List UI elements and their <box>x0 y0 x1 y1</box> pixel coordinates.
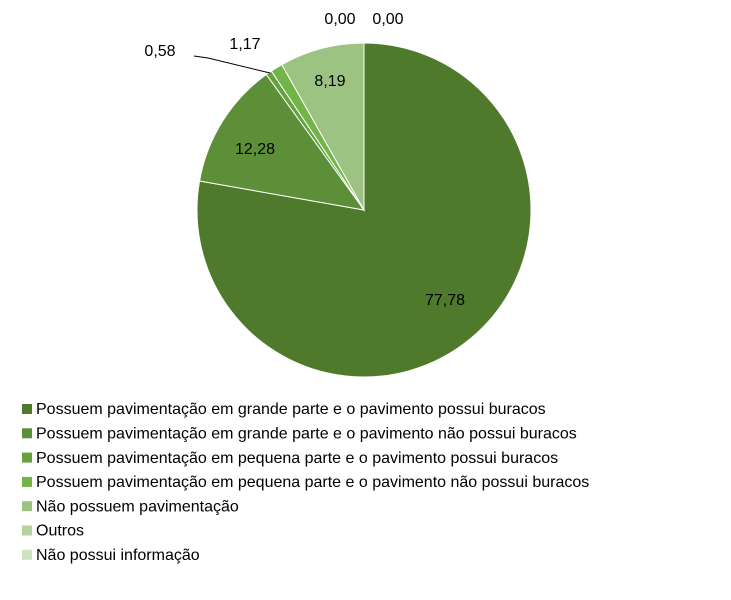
pie-slice <box>281 42 365 212</box>
legend-swatch <box>22 501 32 512</box>
legend-swatch <box>22 476 32 487</box>
data-label: 1,17 <box>229 36 260 53</box>
legend-swatch <box>22 549 32 560</box>
data-label: 8,19 <box>314 73 345 90</box>
data-label: 12,28 <box>235 141 275 158</box>
legend-swatch <box>22 452 32 463</box>
legend-label: Não possui informação <box>36 547 200 564</box>
data-label: 0,00 <box>372 11 403 28</box>
legend-label: Possuem pavimentação em pequena parte e … <box>36 474 589 491</box>
data-label: 0,58 <box>144 43 175 60</box>
legend-swatch <box>22 525 32 536</box>
legend-label: Possuem pavimentação em pequena parte e … <box>36 450 558 467</box>
legend-label: Não possuem pavimentação <box>36 498 239 515</box>
data-label: 77,78 <box>425 292 465 309</box>
pie-slice <box>198 73 366 211</box>
legend-label: Possuem pavimentação em grande parte e o… <box>36 401 546 418</box>
legend-swatch <box>22 428 32 439</box>
legend-swatch <box>22 404 32 414</box>
pie-slice <box>196 42 532 378</box>
data-label: 0,00 <box>324 11 355 28</box>
leader-line <box>193 55 271 74</box>
legend-label: Outros <box>36 523 84 540</box>
legend-label: Possuem pavimentação em grande parte e o… <box>36 426 577 443</box>
